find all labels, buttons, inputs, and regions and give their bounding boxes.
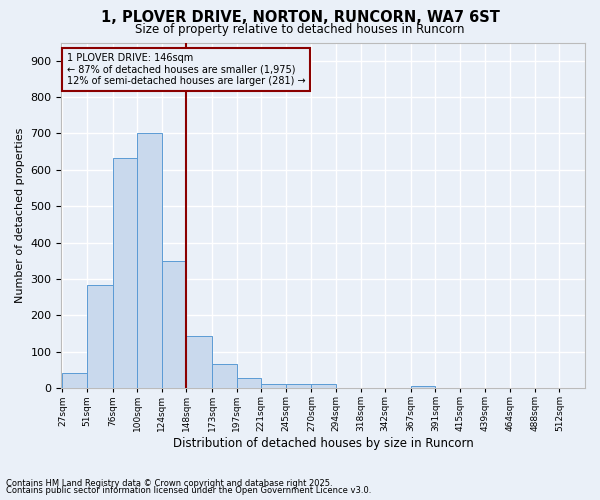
Bar	[411, 386, 436, 388]
Bar	[62, 373, 87, 388]
Bar	[137, 134, 162, 388]
Text: Size of property relative to detached houses in Runcorn: Size of property relative to detached ho…	[135, 22, 465, 36]
Bar	[236, 378, 261, 388]
Bar	[261, 384, 286, 388]
Bar	[311, 384, 336, 388]
Text: 1 PLOVER DRIVE: 146sqm
← 87% of detached houses are smaller (1,975)
12% of semi-: 1 PLOVER DRIVE: 146sqm ← 87% of detached…	[67, 53, 305, 86]
Bar	[113, 158, 137, 388]
Text: 1, PLOVER DRIVE, NORTON, RUNCORN, WA7 6ST: 1, PLOVER DRIVE, NORTON, RUNCORN, WA7 6S…	[101, 10, 499, 25]
Text: Contains public sector information licensed under the Open Government Licence v3: Contains public sector information licen…	[6, 486, 371, 495]
Bar	[286, 384, 311, 388]
Bar	[87, 285, 113, 388]
Bar	[212, 364, 236, 388]
Bar	[162, 261, 187, 388]
X-axis label: Distribution of detached houses by size in Runcorn: Distribution of detached houses by size …	[173, 437, 473, 450]
Bar	[187, 336, 212, 388]
Text: Contains HM Land Registry data © Crown copyright and database right 2025.: Contains HM Land Registry data © Crown c…	[6, 478, 332, 488]
Y-axis label: Number of detached properties: Number of detached properties	[15, 128, 25, 303]
